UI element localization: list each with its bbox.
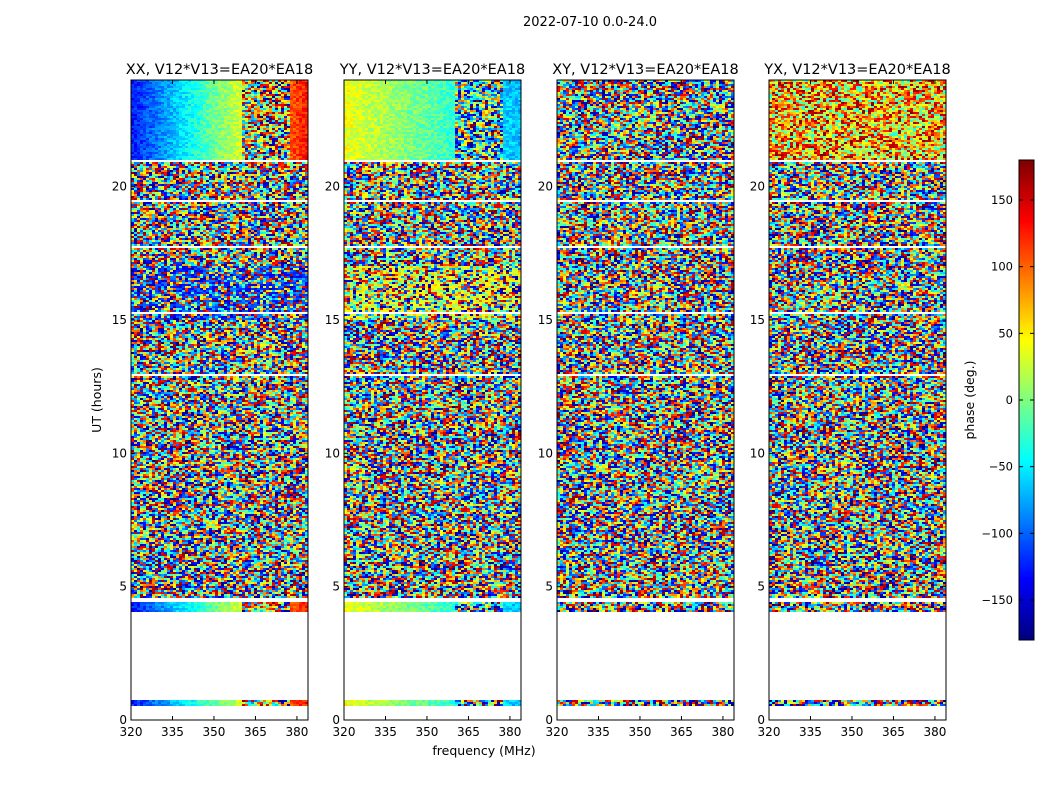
y-tick-label: 5: [757, 580, 765, 594]
colorbar-gradient: [1019, 160, 1034, 640]
colorbar-tick-label: −100: [981, 526, 1013, 540]
y-tick-label: 15: [538, 313, 553, 327]
y-axis-label: UT (hours): [89, 367, 104, 433]
panel-frame: [130, 79, 309, 721]
heatmap-cells: [131, 80, 308, 720]
heatmap-cells: [344, 80, 521, 720]
x-tick-label: 335: [799, 725, 822, 739]
colorbar-tick-label: −150: [981, 593, 1013, 607]
y-tick-label: 20: [325, 180, 340, 194]
colorbar-tick-label: −50: [989, 460, 1013, 474]
x-tick-label: 320: [758, 725, 781, 739]
panel-title: YX, V12*V13=EA20*EA18: [763, 62, 950, 78]
y-tick-label: 0: [545, 713, 553, 727]
y-tick-label: 10: [538, 446, 553, 460]
heatmap-cells: [557, 80, 734, 720]
y-tick-label: 15: [750, 313, 765, 327]
panel-frame: [343, 79, 522, 721]
y-tick-label: 5: [545, 580, 553, 594]
x-tick-label: 380: [923, 725, 946, 739]
colorbar-tick-label: 150: [991, 193, 1013, 207]
x-tick-label: 320: [546, 725, 569, 739]
y-tick-label: 0: [119, 713, 127, 727]
x-tick-label: 350: [416, 725, 439, 739]
panel-3: XY, V12*V13=EA20*EA18 320 335 350 365 380 0 5 10…: [538, 62, 739, 739]
y-tick-label: 10: [325, 446, 340, 460]
panel-title: YY, V12*V13=EA20*EA18: [339, 62, 525, 78]
x-axis-label: frequency (MHz): [432, 743, 535, 758]
x-tick-label: 365: [457, 725, 480, 739]
panel-title: XY, V12*V13=EA20*EA18: [552, 62, 738, 78]
heatmap-cells: [769, 80, 946, 720]
y-tick-label: 10: [750, 446, 765, 460]
colorbar-label: phase (deg.): [962, 361, 977, 440]
x-tick-label: 350: [203, 725, 226, 739]
y-tick-label: 20: [538, 180, 553, 194]
x-tick-label: 335: [161, 725, 184, 739]
x-tick-label: 365: [670, 725, 693, 739]
x-tick-label: 350: [841, 725, 864, 739]
y-tick-label: 5: [332, 580, 340, 594]
panel-frame: [556, 79, 735, 721]
x-tick-label: 335: [374, 725, 397, 739]
panel-frame: [768, 79, 947, 721]
x-tick-label: 380: [285, 725, 308, 739]
y-tick-label: 20: [112, 180, 127, 194]
x-tick-label: 365: [244, 725, 267, 739]
panel-2: YY, V12*V13=EA20*EA18 320 335 350 365 380 0 5 10…: [325, 62, 525, 739]
x-tick-label: 320: [120, 725, 143, 739]
y-tick-label: 15: [325, 313, 340, 327]
x-tick-label: 365: [882, 725, 905, 739]
x-tick-label: 335: [587, 725, 610, 739]
x-tick-label: 380: [711, 725, 734, 739]
colorbar-tick-label: 0: [1006, 393, 1013, 407]
x-tick-label: 350: [629, 725, 652, 739]
y-tick-label: 0: [332, 713, 340, 727]
y-tick-label: 5: [119, 580, 127, 594]
colorbar-tick-label: 100: [991, 260, 1013, 274]
y-tick-label: 0: [757, 713, 765, 727]
colorbar-tick-label: 50: [998, 326, 1013, 340]
figure-suptitle: 2022-07-10 0.0-24.0: [523, 15, 657, 30]
x-tick-label: 320: [333, 725, 356, 739]
x-tick-label: 380: [498, 725, 521, 739]
panels-group: XX, V12*V13=EA20*EA18 320 335 350 365 380 0 5 10…: [112, 62, 951, 739]
y-tick-label: 20: [750, 180, 765, 194]
y-tick-label: 10: [112, 446, 127, 460]
y-tick-label: 15: [112, 313, 127, 327]
colorbar: 150 100 50 0 −50 −100 −150: [981, 159, 1035, 641]
panel-4: YX, V12*V13=EA20*EA18 320 335 350 365 380 0 5 10…: [750, 62, 951, 739]
panel-title: XX, V12*V13=EA20*EA18: [126, 62, 314, 78]
panel-1: XX, V12*V13=EA20*EA18 320 335 350 365 380 0 5 10…: [112, 62, 314, 739]
